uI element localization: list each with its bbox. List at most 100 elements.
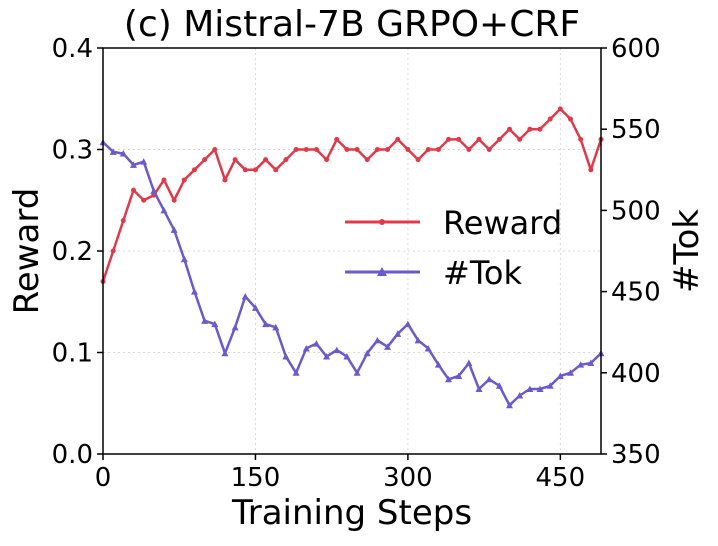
series-reward-point	[496, 136, 502, 142]
legend-tok-marker	[377, 267, 387, 276]
series-tok-point	[343, 353, 351, 360]
y-tick-label: 0.1	[52, 339, 93, 369]
series-reward-point	[130, 187, 136, 193]
series-reward-point	[547, 116, 553, 122]
y-axis-label: Reward	[7, 188, 47, 315]
series-reward-point	[425, 147, 431, 152]
series-tok-point	[404, 320, 412, 328]
series-reward-point	[395, 136, 401, 142]
series-reward-point	[354, 147, 360, 152]
series-reward-point	[476, 136, 482, 142]
series-tok-line	[102, 141, 602, 407]
series-reward-point	[557, 106, 563, 112]
legend-reward-marker	[379, 219, 385, 225]
series-tok-point	[160, 206, 168, 214]
grid-layer	[103, 48, 601, 454]
series-reward-point	[181, 177, 187, 183]
series-reward-point	[161, 177, 167, 183]
series-tok-point	[577, 361, 585, 368]
series-reward-point	[232, 157, 238, 163]
series-tok-point	[384, 343, 392, 350]
series-tok-point	[516, 392, 524, 399]
y2-tick-label: 400	[611, 359, 661, 389]
y-tick-label: 0.3	[52, 136, 93, 166]
series-reward-point	[141, 197, 147, 203]
x-tick-label: 450	[536, 463, 586, 493]
y2-tick-label: 350	[611, 440, 661, 470]
series-tok-point	[302, 344, 310, 352]
series-tok-point	[323, 353, 331, 360]
series-reward-point	[364, 157, 370, 163]
series-reward-point	[202, 157, 208, 163]
series-reward-point	[527, 126, 533, 132]
series-tok-point	[465, 359, 473, 367]
series-tok-point	[272, 323, 280, 331]
x-axis-label: Training Steps	[231, 493, 472, 533]
series-tok-point	[495, 382, 503, 389]
y-tick-label: 0.4	[52, 34, 93, 64]
series-reward-point	[212, 147, 218, 152]
series-reward-point	[568, 116, 574, 122]
series-reward-point	[120, 218, 126, 224]
series-tok-point	[201, 317, 209, 324]
series-reward-line	[101, 107, 603, 282]
series-tok-point	[455, 372, 463, 380]
tick-layer: 0 150 300 450 0.0 0.1 0.2 0.3 0.4 350 400 450 500 550…	[52, 34, 661, 493]
series-reward-point	[405, 147, 411, 152]
series-tok-point	[424, 344, 432, 352]
series-reward-point	[252, 167, 258, 173]
y2-tick-label: 600	[611, 34, 661, 64]
series-tok-point	[536, 385, 544, 393]
series-reward-point	[303, 147, 309, 152]
series-reward-point	[283, 157, 289, 163]
y2-tick-label: 550	[611, 115, 661, 145]
series-tok-point	[140, 158, 148, 165]
series-tok-point	[241, 292, 249, 300]
series-reward-point	[415, 157, 421, 163]
y2-tick-label: 450	[611, 278, 661, 308]
series-reward-point	[578, 136, 584, 142]
series-reward-point	[466, 147, 472, 152]
series-tok-point	[282, 353, 290, 360]
series-reward-point	[171, 197, 177, 203]
series-tok-point	[170, 226, 178, 233]
series-tok-point	[353, 369, 361, 376]
series-reward-point	[435, 147, 441, 152]
series-tok-point	[434, 361, 442, 368]
series-tok-point	[251, 304, 259, 311]
series-tok-point	[506, 401, 514, 409]
series-reward-point	[588, 167, 594, 173]
series-reward-point	[537, 126, 543, 132]
series-reward-point	[273, 167, 279, 173]
series-reward-point	[313, 147, 319, 152]
series-tok-point	[414, 336, 422, 344]
series-tok-point	[190, 288, 198, 295]
series-reward-point	[517, 136, 523, 142]
series-layer	[99, 106, 605, 409]
y-tick-label: 0.0	[52, 440, 93, 470]
series-tok-point	[262, 320, 270, 328]
y2-tick-label: 500	[611, 196, 661, 226]
series-tok-point	[292, 369, 300, 376]
series-tok-point	[587, 359, 595, 367]
x-tick-label: 150	[231, 463, 281, 493]
series-reward-point	[191, 167, 197, 173]
legend-reward-label: Reward	[443, 204, 562, 242]
series-tok-point	[150, 187, 158, 194]
series-reward-point	[334, 136, 340, 142]
series-tok-point	[312, 340, 320, 347]
x-tick-label: 300	[383, 463, 433, 493]
series-tok-point	[231, 323, 239, 331]
series-tok-point	[221, 349, 229, 357]
series-reward-point	[242, 167, 248, 173]
series-tok-point	[394, 330, 402, 337]
x-tick-label: 0	[95, 463, 112, 493]
series-reward-point	[446, 136, 452, 142]
series-tok-point	[445, 375, 453, 383]
series-tok-point	[567, 369, 575, 376]
series-reward-point	[507, 126, 513, 132]
series-tok-point	[475, 385, 483, 393]
series-reward-point	[324, 157, 330, 163]
series-tok-point	[333, 346, 341, 354]
